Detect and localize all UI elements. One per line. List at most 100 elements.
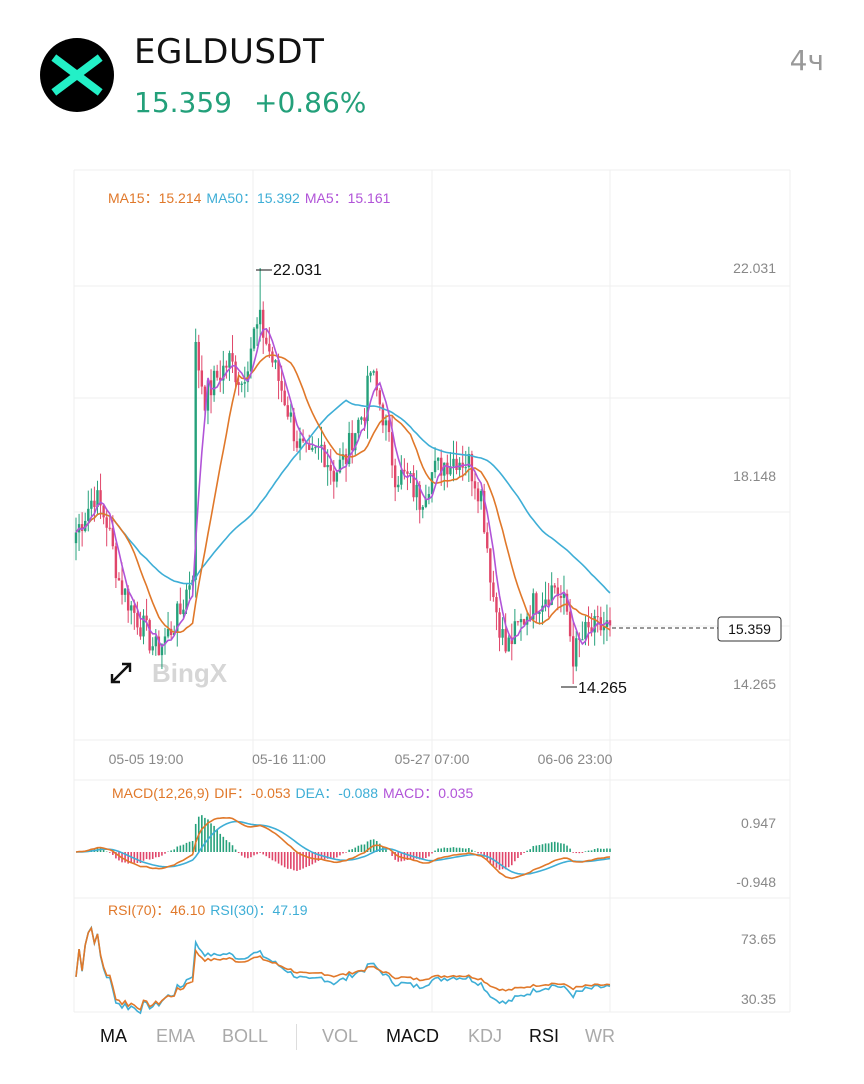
ma50-line bbox=[75, 399, 611, 594]
y-tick-label: 0.947 bbox=[741, 815, 776, 831]
candle-body bbox=[440, 457, 443, 476]
candle-body bbox=[200, 370, 204, 387]
candle-body bbox=[271, 351, 274, 363]
candle-body bbox=[197, 341, 200, 371]
tab-ema[interactable]: EMA bbox=[156, 1026, 196, 1046]
legend-item: DEA：-0.088 bbox=[296, 785, 379, 801]
candle-body bbox=[265, 337, 268, 344]
candle-body bbox=[369, 372, 372, 376]
candle-body bbox=[590, 627, 593, 633]
high-marker: 22.031 bbox=[256, 262, 322, 279]
indicator-tabs: MA EMA BOLL VOL MACD KDJ RSI WR bbox=[74, 1020, 794, 1056]
candle-body bbox=[486, 532, 489, 549]
y-axis-rsi: 73.65 30.35 bbox=[741, 931, 776, 1007]
candle-body bbox=[203, 386, 207, 411]
legend-item: MACD(12,26,9) bbox=[112, 785, 209, 801]
candle-body bbox=[114, 546, 118, 579]
candle-body bbox=[412, 473, 415, 498]
candle-body bbox=[308, 443, 311, 450]
interval-selector[interactable]: 4ч bbox=[789, 44, 824, 77]
candle-body bbox=[108, 527, 111, 529]
tab-vol[interactable]: VOL bbox=[322, 1026, 359, 1046]
candle-body bbox=[354, 433, 357, 451]
candle-body bbox=[283, 390, 286, 406]
candle-body bbox=[584, 621, 587, 640]
price-chart[interactable]: MA15：15.214 MA50：15.392 MA5：15.161 BingX 2… bbox=[0, 160, 864, 1020]
candle-body bbox=[225, 365, 228, 368]
legend-item: MA5：15.161 bbox=[305, 190, 391, 206]
dea-line bbox=[75, 820, 611, 876]
tab-divider bbox=[296, 1024, 297, 1050]
egld-logo-icon bbox=[40, 38, 114, 112]
candle-body bbox=[166, 628, 170, 637]
candle-body bbox=[553, 585, 556, 588]
candle-body bbox=[507, 637, 510, 652]
x-axis: 05-05 19:00 05-16 11:00 05-27 07:00 06-06 2… bbox=[109, 751, 613, 767]
candle-body bbox=[504, 629, 507, 652]
candle-body bbox=[314, 447, 317, 449]
rsi70-line bbox=[75, 926, 611, 1011]
candle-body bbox=[249, 348, 253, 372]
dif-line bbox=[75, 816, 611, 880]
candle-body bbox=[418, 484, 421, 510]
tab-rsi[interactable]: RSI bbox=[529, 1026, 560, 1046]
candle-body bbox=[415, 484, 418, 498]
candle-body bbox=[501, 629, 504, 638]
candle-body bbox=[231, 353, 234, 362]
candle-body bbox=[182, 609, 185, 615]
grid bbox=[73, 169, 791, 1013]
candle-body bbox=[605, 620, 609, 628]
candle-body bbox=[268, 343, 271, 352]
legend-item: DIF：-0.053 bbox=[214, 785, 290, 801]
candle-body bbox=[274, 360, 277, 363]
y-tick-label: 18.148 bbox=[733, 468, 776, 484]
candle-body bbox=[443, 462, 446, 476]
candle-body bbox=[532, 593, 535, 620]
legend-item: MA50：15.392 bbox=[206, 190, 300, 206]
macd-histogram bbox=[78, 815, 611, 871]
candle-body bbox=[154, 636, 157, 647]
tab-ma[interactable]: MA bbox=[100, 1026, 127, 1046]
legend-item: RSI(70)：46.10 bbox=[108, 902, 205, 918]
candle-body bbox=[185, 589, 188, 610]
candle-body bbox=[111, 527, 115, 547]
symbol-title: EGLDUSDT bbox=[134, 32, 325, 72]
tab-wr[interactable]: WR bbox=[585, 1026, 615, 1046]
candle-body bbox=[492, 582, 495, 598]
candle-body bbox=[262, 309, 265, 338]
x-tick-label: 06-06 23:00 bbox=[538, 751, 613, 767]
candle-body bbox=[602, 627, 606, 631]
candle-body bbox=[258, 309, 262, 325]
candle-body bbox=[105, 517, 108, 528]
candle-body bbox=[255, 324, 259, 329]
low-label: 14.265 bbox=[578, 680, 627, 697]
high-label: 22.031 bbox=[273, 262, 322, 279]
expand-arrows-icon[interactable] bbox=[110, 662, 132, 684]
candle-body bbox=[516, 621, 520, 623]
candle-body bbox=[222, 365, 225, 381]
candle-body bbox=[90, 500, 93, 509]
candle-body bbox=[363, 417, 366, 422]
candle-body bbox=[387, 420, 391, 433]
candle-body bbox=[240, 383, 243, 385]
candle-body bbox=[136, 612, 139, 628]
tab-boll[interactable]: BOLL bbox=[222, 1026, 269, 1046]
candle-body bbox=[473, 481, 477, 489]
candle-body bbox=[381, 404, 385, 426]
candle-body bbox=[464, 467, 467, 469]
tab-kdj[interactable]: KDJ bbox=[468, 1026, 503, 1046]
candle-body bbox=[559, 596, 563, 598]
candle-body bbox=[575, 638, 578, 667]
candle-body bbox=[169, 628, 173, 636]
candle-body bbox=[498, 612, 501, 638]
candle-body bbox=[596, 616, 599, 618]
candle-body bbox=[157, 636, 161, 656]
candle-body bbox=[219, 377, 222, 381]
candle-body bbox=[547, 599, 550, 605]
candle-body bbox=[289, 412, 293, 417]
tab-macd[interactable]: MACD bbox=[386, 1026, 439, 1046]
candle-body bbox=[123, 588, 127, 595]
price-change: +0.86% bbox=[254, 86, 367, 119]
candle-body bbox=[332, 470, 335, 482]
candle-body bbox=[335, 472, 339, 482]
